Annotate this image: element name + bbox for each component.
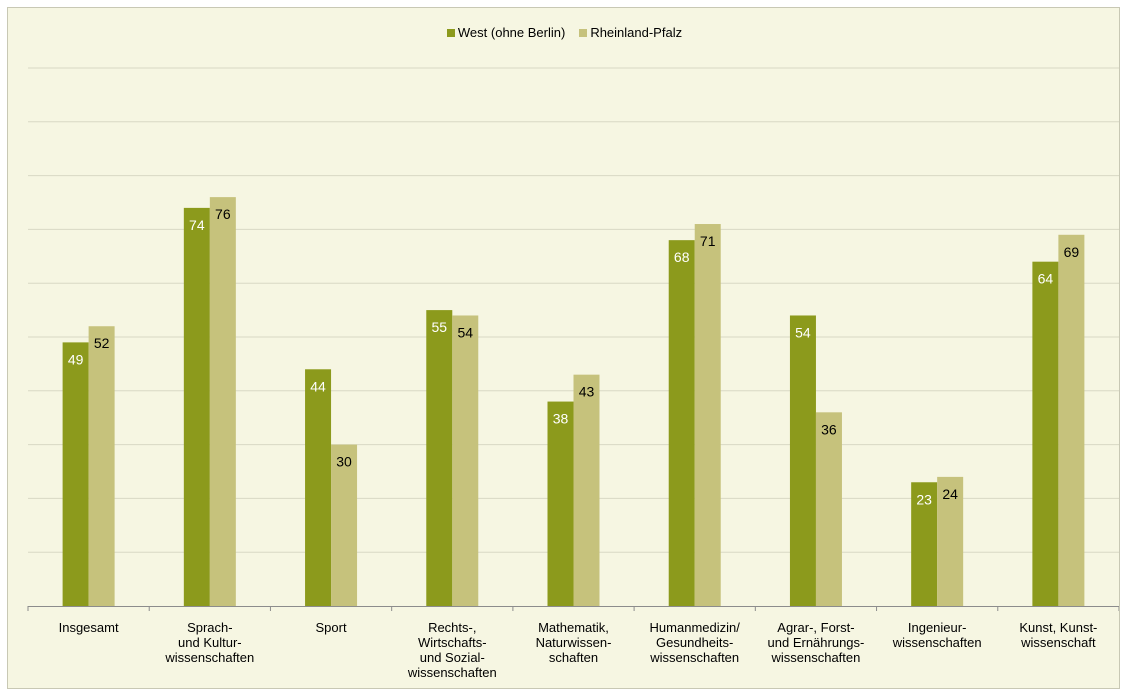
- bar-rlp: [1058, 234, 1085, 606]
- legend-label-west: West (ohne Berlin): [457, 25, 566, 40]
- chart-frame: West (ohne Berlin) Rheinland-Pfalz 49 52 7…: [7, 7, 1120, 689]
- data-label-west: 49: [68, 351, 84, 367]
- data-label-west: 55: [431, 319, 447, 335]
- data-label-rlp: 43: [579, 384, 595, 400]
- data-label-west: 54: [795, 324, 811, 340]
- bar-west: [547, 401, 574, 606]
- data-label-west: 38: [553, 411, 569, 427]
- bar-west: [426, 310, 453, 606]
- legend-item-rlp: Rheinland-Pfalz: [579, 25, 682, 40]
- bar-chart: 49 52 74 76 44 30 55 54 38 43 68 71 54 36 23 24 64 69: [27, 67, 1119, 611]
- category-label: Mathematik, Naturwissen- schaften: [535, 620, 612, 665]
- data-label-west: 44: [310, 378, 326, 394]
- data-label-rlp: 71: [700, 233, 716, 249]
- bar-rlp: [209, 197, 236, 606]
- category-label: Insgesamt: [58, 620, 119, 635]
- bar-rlp: [573, 374, 600, 606]
- legend-swatch-west: [446, 28, 455, 37]
- bar-west: [668, 240, 695, 606]
- bar-west: [305, 369, 332, 606]
- data-label-west: 68: [674, 249, 690, 265]
- category-label: Sprach- und Kultur- wissenschaften: [165, 620, 255, 665]
- data-label-rlp: 36: [821, 421, 837, 437]
- data-label-rlp: 52: [94, 335, 110, 351]
- data-label-west: 74: [189, 217, 205, 233]
- bar-rlp: [937, 476, 964, 606]
- category-label: Ingenieur- wissenschaften: [892, 620, 982, 650]
- bar-rlp: [452, 315, 479, 606]
- category-label: Rechts-, Wirtschafts- und Sozial- wissen…: [407, 620, 497, 680]
- bar-west: [62, 342, 89, 606]
- data-label-rlp: 30: [336, 454, 352, 470]
- legend-swatch-rlp: [579, 28, 588, 37]
- bar-rlp: [88, 326, 115, 606]
- data-label-rlp: 69: [1064, 244, 1080, 260]
- bar-rlp: [331, 444, 358, 606]
- legend-label-rlp: Rheinland-Pfalz: [590, 25, 683, 40]
- data-label-rlp: 76: [215, 206, 231, 222]
- legend-item-west: West (ohne Berlin): [446, 25, 566, 40]
- legend: West (ohne Berlin) Rheinland-Pfalz: [8, 25, 1121, 40]
- category-label: Humanmedizin/ Gesundheits- wissenschafte…: [649, 620, 740, 665]
- data-label-west: 23: [916, 491, 932, 507]
- bar-west: [1032, 261, 1059, 606]
- data-label-west: 64: [1038, 271, 1054, 287]
- bar-west: [789, 315, 816, 606]
- category-label: Agrar-, Forst- und Ernährungs- wissensch…: [767, 620, 865, 665]
- data-label-rlp: 24: [942, 486, 958, 502]
- bar-rlp: [815, 412, 842, 606]
- bar-west: [183, 207, 210, 606]
- category-label: Kunst, Kunst- wissenschaft: [1019, 620, 1098, 650]
- data-label-rlp: 54: [457, 324, 473, 340]
- bar-rlp: [694, 224, 721, 606]
- category-label: Sport: [315, 620, 347, 635]
- bar-west: [911, 482, 938, 606]
